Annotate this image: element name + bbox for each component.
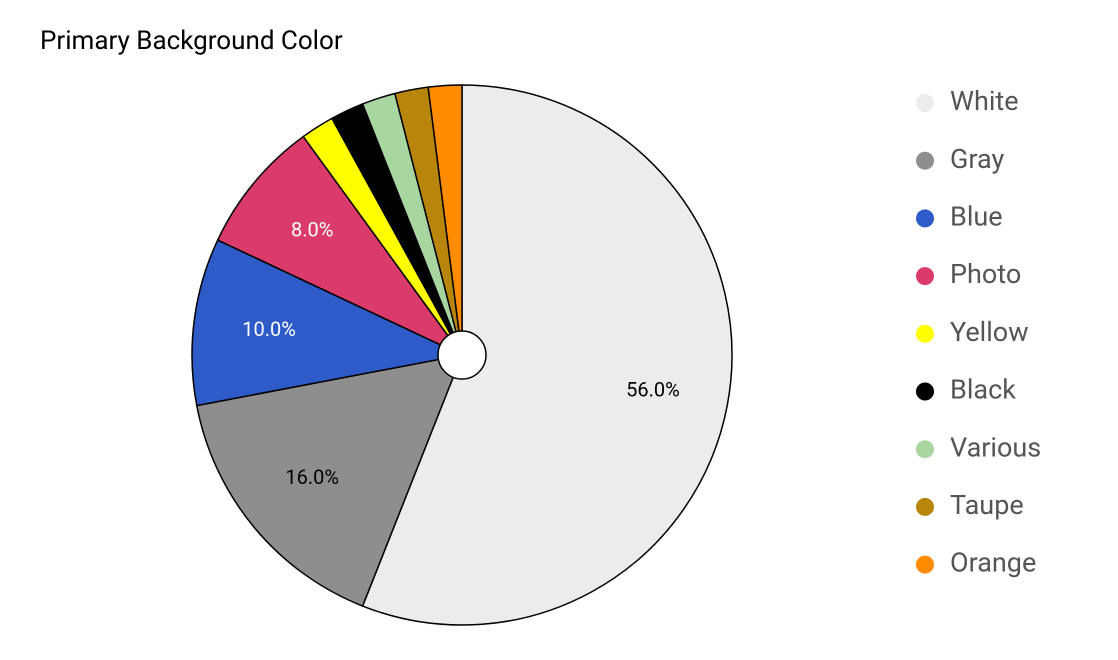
legend-marker: [916, 497, 934, 516]
legend-label: Yellow: [950, 316, 1029, 348]
legend-marker: [916, 324, 934, 343]
pie-slice: [427, 84, 463, 356]
legend-marker: [916, 440, 934, 459]
legend-label: Taupe: [950, 489, 1024, 521]
pie-slice: [191, 239, 465, 407]
legend-label: White: [950, 85, 1019, 117]
legend-marker: [916, 209, 934, 228]
pie-slice: [361, 84, 733, 626]
data-label: 8.0%: [291, 217, 333, 241]
legend-marker: [916, 267, 934, 286]
chart-title: Primary Background Color: [40, 26, 343, 56]
legend-label: Photo: [950, 258, 1021, 290]
pie-slice: [216, 135, 463, 356]
data-label: 16.0%: [285, 465, 339, 489]
pie-slice: [195, 354, 464, 608]
legend-label: Blue: [950, 201, 1003, 233]
legend-label: Orange: [950, 547, 1036, 579]
data-label: 10.0%: [242, 317, 296, 341]
legend-label: Black: [950, 374, 1016, 406]
pie-hole: [437, 330, 487, 380]
data-label: 56.0%: [626, 378, 680, 402]
legend-label: Gray: [950, 143, 1005, 175]
legend-label: Various: [950, 431, 1041, 463]
legend-marker: [916, 555, 934, 574]
legend-marker: [916, 382, 934, 401]
legend-marker: [916, 151, 934, 170]
legend-marker: [916, 94, 934, 112]
